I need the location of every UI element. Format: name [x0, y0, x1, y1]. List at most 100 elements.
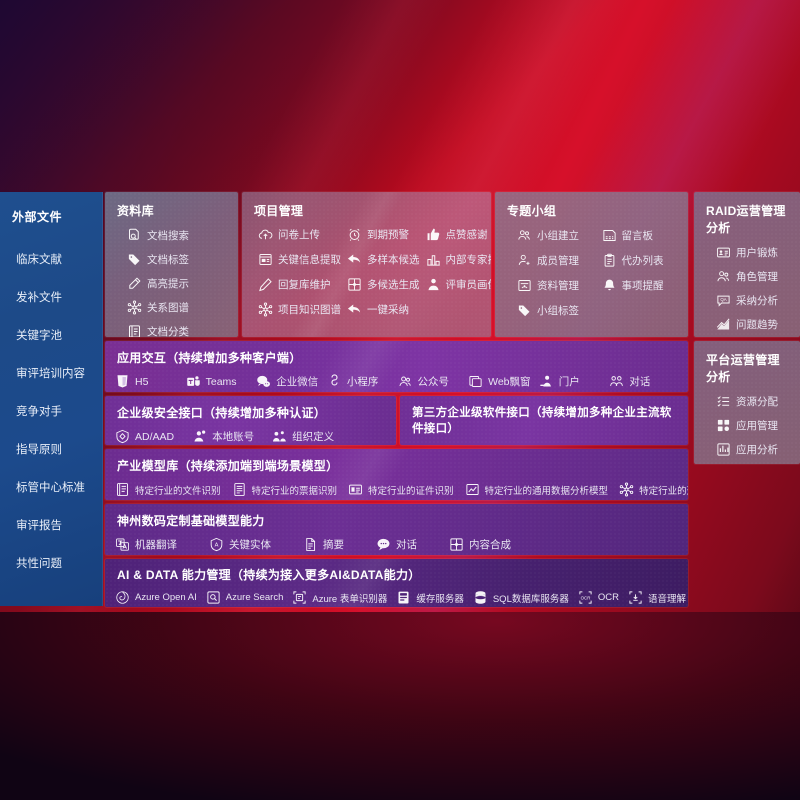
item-questionnaire-upload[interactable]: 问卷上传: [258, 227, 341, 242]
panel-raid-analysis: RAID运营管理分析 用户锻炼 角色管理 QA 采纳分析 问题趋势: [694, 192, 800, 337]
item-key-info-extract[interactable]: 关键信息提取: [258, 252, 341, 267]
item-local-account[interactable]: 本地账号: [192, 429, 254, 444]
item-wecom[interactable]: 企业微信: [256, 374, 327, 389]
item-h5[interactable]: H5: [115, 374, 186, 389]
item-adoption-analysis[interactable]: QA 采纳分析: [716, 293, 790, 308]
item-machine-translation[interactable]: 机器翻译: [115, 537, 177, 552]
item-cache-server[interactable]: 缓存服务器: [396, 590, 464, 605]
graph-network-icon: [127, 300, 142, 315]
user-card-icon: [716, 245, 731, 260]
item-label: Azure 表单识别器: [312, 593, 388, 605]
miniprogram-icon: [327, 374, 342, 389]
item-speech-understanding[interactable]: 语音理解: [628, 590, 686, 605]
analytics-icon: [716, 442, 731, 457]
item-one-click-adopt[interactable]: 一键采纳: [347, 302, 420, 317]
summary-doc-icon: [303, 537, 318, 552]
item-app-analysis[interactable]: 应用分析: [716, 442, 790, 457]
panel-raid-items: 用户锻炼 角色管理 QA 采纳分析 问题趋势: [706, 245, 790, 332]
item-org-define[interactable]: 组织定义: [272, 429, 334, 444]
item-member-management[interactable]: 成员管理: [517, 253, 594, 268]
item-label: 关键信息提取: [278, 254, 341, 266]
item-label: 成员管理: [537, 255, 579, 267]
item-key-entity[interactable]: A 关键实体: [209, 537, 271, 552]
item-document-tag[interactable]: 文档标签: [127, 252, 228, 267]
item-ocr[interactable]: OCR OCR: [578, 590, 619, 605]
sidebar-item-guidelines[interactable]: 指导原则: [16, 444, 62, 456]
item-label: OCR: [597, 592, 619, 603]
item-relation-graph[interactable]: 关系图谱: [127, 300, 228, 315]
item-material-management[interactable]: 资料管理: [517, 278, 594, 293]
teams-icon: [186, 374, 201, 389]
item-label: 事项提醒: [621, 280, 664, 292]
item-item-reminder[interactable]: 事项提醒: [602, 278, 679, 293]
item-api-auto-designer[interactable]: API自动化设计器: [410, 444, 510, 445]
item-dialog-model[interactable]: 对话: [376, 537, 417, 552]
item-label: 关系图谱: [147, 302, 189, 314]
item-document-classify[interactable]: 文档分类: [127, 324, 228, 337]
item-user-training[interactable]: 用户锻炼: [716, 245, 790, 260]
item-content-synthesis[interactable]: 内容合成: [449, 537, 511, 552]
item-file-recognition[interactable]: 特定行业的文件识别: [115, 482, 221, 497]
alarm-icon: [347, 227, 362, 242]
item-portal[interactable]: 门户: [539, 374, 610, 389]
item-data-analysis-model[interactable]: 特定行业的通用数据分析模型: [465, 482, 608, 497]
panel-library-items: 文档搜索 文档标签 高亮提示 关系图谱 文档分类: [117, 228, 228, 337]
item-multi-candidate-generate[interactable]: 多候选生成: [347, 277, 420, 292]
item-label: 回复库维护: [278, 279, 331, 291]
item-official-account[interactable]: 公众号: [398, 374, 469, 389]
item-label: 采纳分析: [736, 295, 778, 307]
item-label: 对话: [396, 539, 417, 551]
item-receipt-recognition[interactable]: 特定行业的票据识别: [232, 482, 337, 497]
item-message-board[interactable]: 留言板: [602, 228, 679, 243]
item-document-search[interactable]: 文档搜索: [127, 228, 228, 243]
item-label: 多样本候选: [367, 254, 420, 266]
item-group-create[interactable]: 小组建立: [517, 228, 594, 243]
item-label: 评审员画像: [445, 279, 492, 291]
item-azure-openai[interactable]: Azure Open AI: [115, 590, 197, 605]
thumbs-up-icon: [426, 227, 441, 242]
item-multi-sample-candidate[interactable]: 多样本候选: [347, 252, 420, 267]
sidebar-item-competitors[interactable]: 竞争对手: [16, 406, 62, 418]
item-like-thanks[interactable]: 点赞感谢: [426, 227, 492, 242]
item-resource-allocation[interactable]: 资源分配: [716, 394, 790, 409]
item-sql-database-server[interactable]: SQL数据库服务器: [473, 590, 569, 605]
item-label: 对话: [629, 376, 651, 388]
item-knowledge-graph-model[interactable]: 特定行业的通用知识图谱模型: [619, 482, 688, 497]
sidebar-item-review-training[interactable]: 审评培训内容: [16, 368, 85, 380]
item-reviewer-profile[interactable]: 评审员画像: [426, 277, 492, 292]
item-expiry-alert[interactable]: 到期预警: [347, 227, 420, 242]
item-label: 本地账号: [212, 431, 255, 443]
item-dialog[interactable]: 对话: [609, 374, 680, 389]
sidebar-item-clinical-literature[interactable]: 临床文献: [16, 254, 62, 266]
item-id-recognition[interactable]: 特定行业的证件识别: [348, 482, 454, 497]
item-label: Teams: [205, 375, 237, 388]
item-azure-search[interactable]: Azure Search: [206, 590, 283, 605]
item-project-knowledge-graph[interactable]: 项目知识图谱: [258, 302, 341, 317]
item-web-float-window[interactable]: Web飘窗: [468, 374, 539, 389]
item-app-management[interactable]: 应用管理: [716, 418, 790, 433]
item-group-tag[interactable]: 小组标签: [517, 303, 594, 318]
sidebar-item-common-issues[interactable]: 共性问题: [16, 558, 62, 570]
sidebar-item-keyword-pool[interactable]: 关键字池: [16, 330, 62, 342]
sidebar-item-standards-center[interactable]: 标管中心标准: [16, 482, 85, 494]
item-issue-trend[interactable]: 问题趋势: [716, 317, 790, 332]
html5-icon: [115, 374, 130, 389]
sidebar-item-supplement-files[interactable]: 发补文件: [16, 292, 62, 304]
sidebar-item-review-report[interactable]: 审评报告: [16, 520, 62, 532]
row-thirdparty-items: API自动化设计器: [410, 444, 682, 445]
dialog-people-icon: [609, 374, 624, 389]
item-todo-list[interactable]: 代办列表: [602, 253, 679, 268]
item-reply-library-maintain[interactable]: 回复库维护: [258, 277, 341, 292]
message-board-icon: [602, 228, 617, 243]
item-ad-aad[interactable]: AD/AAD: [115, 429, 174, 444]
item-teams[interactable]: Teams: [186, 374, 257, 389]
item-azure-form-recognizer[interactable]: Azure 表单识别器: [292, 590, 387, 605]
data-analysis-icon: [465, 482, 480, 497]
item-highlight-hint[interactable]: 高亮提示: [127, 276, 228, 291]
merge-icon: [347, 277, 362, 292]
row-client-title: 应用交互（持续增加多种客户端）: [117, 351, 302, 365]
item-internal-expert-ranking[interactable]: 内部专家排名: [426, 252, 491, 267]
item-summary[interactable]: 摘要: [303, 537, 344, 552]
item-role-management[interactable]: 角色管理: [716, 269, 790, 284]
item-miniprogram[interactable]: 小程序: [327, 374, 398, 389]
